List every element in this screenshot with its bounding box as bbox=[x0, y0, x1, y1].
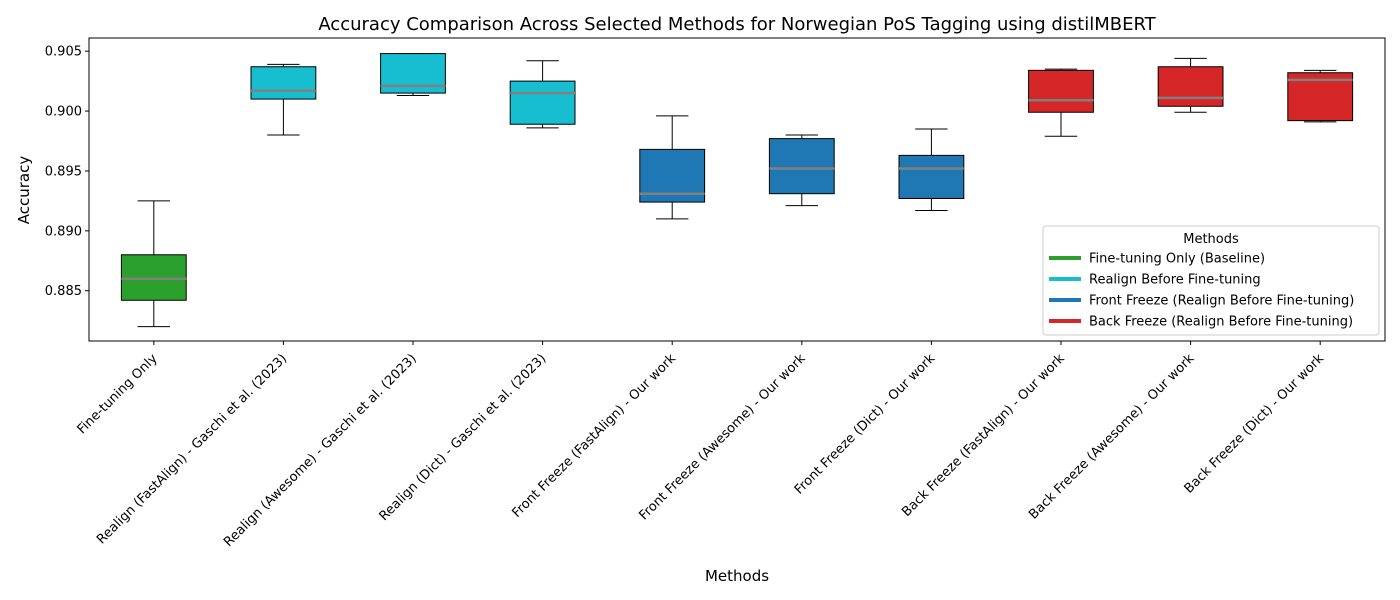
y-tick-label: 0.890 bbox=[45, 224, 82, 239]
y-tick-label: 0.885 bbox=[45, 284, 82, 299]
y-axis-label: Accuracy bbox=[15, 156, 33, 225]
legend-label: Front Freeze (Realign Before Fine-tuning… bbox=[1089, 294, 1354, 309]
y-tick-label: 0.900 bbox=[45, 105, 82, 120]
box-iqr bbox=[1157, 66, 1224, 107]
y-tick-label: 0.905 bbox=[45, 45, 82, 60]
x-axis-label: Methods bbox=[705, 567, 769, 585]
legend-title: Methods bbox=[1183, 232, 1239, 247]
box-iqr bbox=[768, 138, 835, 195]
box-iqr bbox=[509, 80, 576, 125]
box-iqr bbox=[250, 66, 317, 100]
box-iqr bbox=[1028, 69, 1094, 113]
chart-title: Accuracy Comparison Across Selected Meth… bbox=[318, 14, 1156, 35]
plot-frame bbox=[88, 37, 1386, 342]
box-iqr bbox=[898, 154, 965, 199]
legend-label: Back Freeze (Realign Before Fine-tuning) bbox=[1089, 315, 1353, 330]
box-iqr bbox=[380, 53, 446, 94]
legend-label: Fine-tuning Only (Baseline) bbox=[1089, 252, 1265, 267]
y-tick-label: 0.895 bbox=[45, 164, 82, 179]
legend-label: Realign Before Fine-tuning bbox=[1089, 273, 1261, 288]
legend: Methods Fine-tuning Only (Baseline) Reali… bbox=[1042, 225, 1380, 336]
legend-frame bbox=[1042, 225, 1380, 336]
